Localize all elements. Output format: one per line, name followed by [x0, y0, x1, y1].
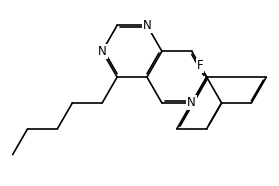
Text: N: N	[187, 96, 196, 109]
Text: N: N	[143, 19, 151, 32]
Text: F: F	[197, 59, 203, 72]
Text: N: N	[98, 45, 107, 58]
